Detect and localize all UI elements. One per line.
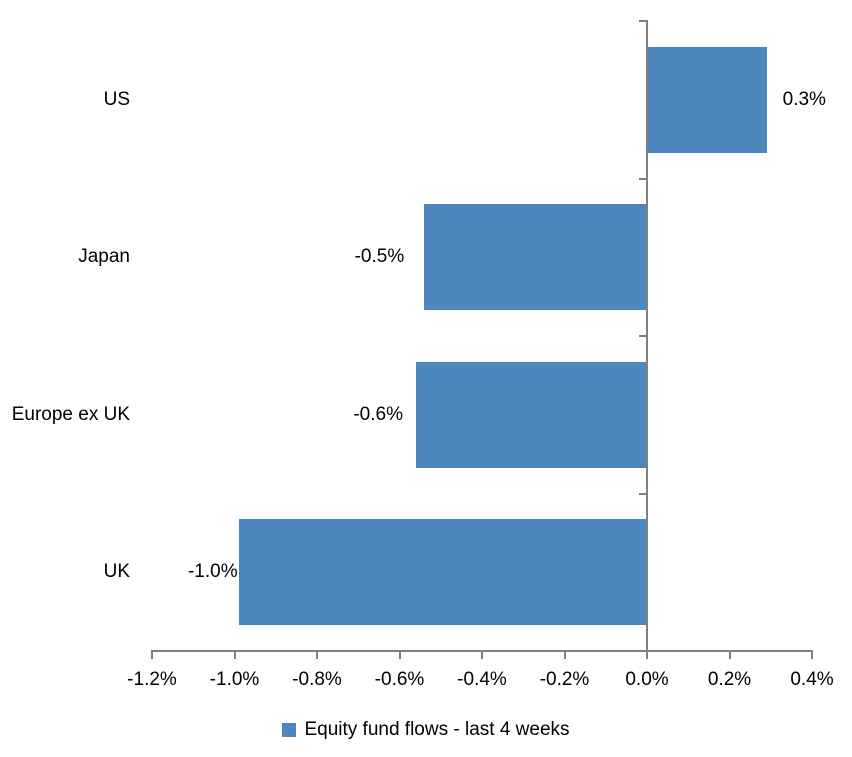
x-axis-tick — [563, 652, 566, 659]
bar-data-label: -0.5% — [354, 246, 405, 268]
category-label: Europe ex UK — [11, 403, 130, 425]
x-axis-tick — [233, 652, 236, 659]
x-axis-tick-label: -1.0% — [209, 669, 260, 690]
bar-data-label: 0.3% — [782, 88, 826, 110]
x-axis-tick-label: 0.0% — [625, 669, 669, 690]
x-axis-tick — [811, 652, 813, 659]
bar-data-label: -1.0% — [187, 561, 238, 583]
x-axis-tick-label: 0.2% — [707, 669, 752, 690]
x-axis-tick-label: -0.4% — [457, 669, 507, 690]
x-axis-tick-label: -0.2% — [539, 669, 590, 690]
x-axis-tick — [481, 652, 483, 659]
category-label: Japan — [78, 246, 130, 268]
category-label: US — [103, 88, 130, 110]
x-axis-tick-label: -1.2% — [127, 669, 177, 690]
bar — [238, 519, 647, 626]
category-axis-tick — [639, 335, 646, 337]
x-axis-tick — [646, 652, 648, 659]
x-axis-tick-label: -0.6% — [374, 669, 425, 690]
x-axis-line — [151, 650, 813, 652]
x-axis-tick — [316, 652, 318, 659]
bar — [424, 204, 647, 311]
category-axis-tick — [639, 20, 646, 22]
category-axis-tick — [639, 492, 646, 495]
legend-swatch-icon — [282, 723, 297, 737]
category-axis-line — [646, 20, 648, 651]
bar — [647, 46, 767, 153]
x-axis-tick-label: 0.4% — [790, 669, 834, 690]
category-label: UK — [103, 561, 130, 583]
x-axis-tick-label: -0.8% — [292, 669, 342, 690]
category-axis-tick — [639, 650, 646, 652]
legend-label: Equity fund flows - last 4 weeks — [304, 719, 570, 740]
bar — [416, 361, 647, 468]
category-axis-tick — [639, 177, 646, 180]
bar-data-label: -0.6% — [353, 403, 403, 425]
x-axis-tick — [728, 652, 731, 659]
legend: Equity fund flows - last 4 weeks — [0, 717, 852, 743]
x-axis-tick — [151, 652, 153, 659]
x-axis-tick — [398, 652, 401, 659]
